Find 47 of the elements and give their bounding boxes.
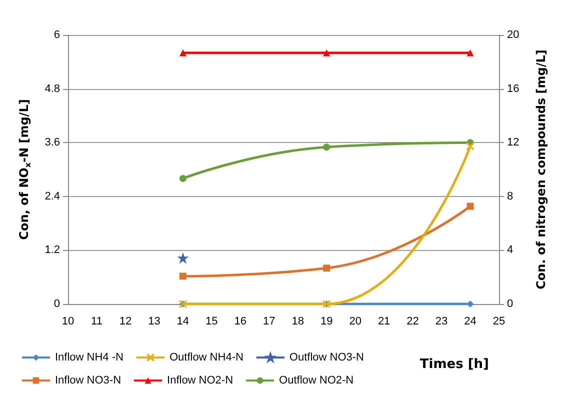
- y2-tick-label: 8: [507, 190, 514, 202]
- legend-label: Outflow NH4-N: [169, 352, 244, 364]
- y-tick-label: 3.6: [44, 136, 60, 149]
- y-tick-label: 4.8: [44, 82, 60, 95]
- x-tick-label: 24: [464, 316, 476, 328]
- x-tick-label: 19: [320, 316, 333, 328]
- x-tick-label: 11: [91, 316, 102, 328]
- x-tick-label: 12: [119, 316, 132, 328]
- point: [466, 300, 474, 308]
- x-tick-label: 25: [492, 316, 506, 328]
- y-tick-label: 1.2: [44, 244, 60, 256]
- point: [179, 272, 186, 280]
- point: [323, 144, 330, 151]
- legend-label: Inflow NH4 -N: [55, 352, 124, 364]
- point: [179, 174, 186, 182]
- y-tick-label: 2.4: [44, 190, 60, 202]
- x-tick-label: 21: [378, 316, 390, 328]
- point: [466, 49, 474, 56]
- y2-tick-label: 20: [507, 29, 520, 41]
- y-tick-label: 0: [54, 298, 60, 310]
- y2-tick-label: 12: [507, 136, 520, 149]
- x-tick-label: 15: [206, 316, 218, 328]
- legend-label: Outflow NO2-N: [279, 374, 354, 386]
- y-tick-label: 6: [54, 29, 60, 41]
- x-tick-label: 20: [349, 316, 362, 328]
- legend-label: Outflow NO3-N: [289, 352, 364, 364]
- y2-tick-label: 16: [507, 82, 520, 95]
- x-tick-label: 14: [176, 316, 190, 328]
- x-tick-label: 18: [292, 316, 304, 328]
- point: [179, 49, 186, 56]
- x-tick-label: 16: [234, 316, 247, 328]
- point: [323, 49, 330, 56]
- x-tick-label: 22: [406, 316, 419, 328]
- y2-tick-label: 0: [507, 298, 514, 310]
- x-tick-label: 10: [62, 316, 74, 328]
- point: [466, 142, 475, 150]
- x-tick-label: 17: [263, 316, 276, 328]
- y2-tick-label: 4: [507, 244, 514, 256]
- x-tick-label: 13: [148, 316, 160, 328]
- point: [466, 202, 474, 210]
- y2-axis-title: Con. of nitrogen compounds [mg/L]: [534, 50, 548, 290]
- y-axis-title: Con, of NOx-N [mg/L]: [17, 99, 32, 240]
- x-axis-title: Times [h]: [420, 357, 490, 372]
- legend-label: Inflow NO2-N: [167, 374, 234, 386]
- point: [323, 264, 330, 272]
- x-tick-label: 23: [435, 316, 448, 328]
- legend-label: Inflow NO3-N: [55, 374, 122, 386]
